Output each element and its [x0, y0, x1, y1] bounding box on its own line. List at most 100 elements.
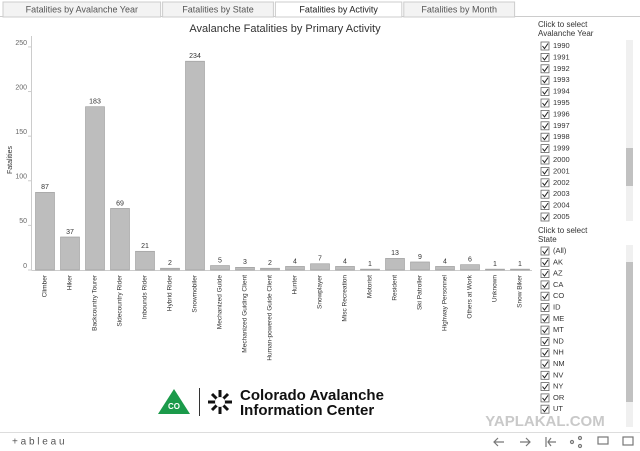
check[interactable] [542, 259, 549, 266]
filter-item[interactable]: 1996 [553, 109, 570, 118]
tab-label[interactable]: Fatalities by Avalanche Year [26, 4, 138, 14]
filter-item[interactable]: NY [553, 382, 563, 391]
checkbox[interactable] [540, 75, 550, 85]
check[interactable] [542, 270, 549, 277]
checkbox[interactable] [540, 166, 550, 176]
checkbox[interactable] [540, 303, 550, 312]
checkbox[interactable] [540, 87, 550, 96]
check[interactable] [542, 395, 549, 402]
checkbox[interactable] [540, 189, 550, 199]
checkbox[interactable] [540, 41, 550, 51]
filter-item[interactable]: 2004 [553, 201, 570, 210]
checkbox[interactable] [540, 110, 550, 119]
check[interactable] [542, 248, 549, 255]
filter-item[interactable]: 1995 [553, 98, 570, 107]
checkbox[interactable] [540, 144, 550, 154]
checkbox[interactable] [540, 314, 550, 324]
filter-item[interactable]: OR [553, 393, 565, 402]
check[interactable] [542, 88, 549, 95]
filter-item[interactable]: 1992 [553, 64, 570, 73]
tab[interactable] [274, 1, 403, 18]
tab-label[interactable]: Fatalities by Month [421, 4, 497, 14]
check[interactable] [542, 123, 549, 130]
filter-item[interactable]: MT [553, 325, 564, 334]
scrollbar-thumb[interactable] [626, 148, 633, 186]
check[interactable] [542, 145, 549, 152]
filter-item[interactable]: 2001 [553, 166, 570, 175]
check[interactable] [542, 316, 549, 323]
checkbox[interactable] [540, 201, 550, 211]
check[interactable] [542, 100, 549, 107]
checkbox[interactable] [540, 64, 550, 74]
filter-item[interactable]: CA [553, 280, 563, 289]
checkbox[interactable] [540, 336, 550, 346]
checkbox[interactable] [540, 269, 550, 279]
tab[interactable] [403, 1, 516, 18]
check[interactable] [542, 361, 549, 368]
check[interactable] [542, 180, 549, 187]
footer-icons[interactable] [493, 435, 634, 449]
checkbox[interactable] [540, 359, 550, 369]
filter-item[interactable]: NH [553, 348, 564, 357]
checkbox[interactable] [540, 121, 550, 131]
filter-item[interactable]: ME [553, 314, 564, 323]
filter-item[interactable]: AK [553, 257, 563, 266]
check[interactable] [542, 304, 549, 311]
check[interactable] [542, 111, 549, 118]
filter-item[interactable]: ND [553, 336, 564, 345]
filter-item[interactable]: CO [553, 291, 564, 300]
filter-item[interactable]: 1990 [553, 41, 570, 50]
filter-item[interactable]: 1994 [553, 87, 570, 96]
checkbox[interactable] [540, 280, 550, 290]
checkbox[interactable] [540, 178, 550, 188]
checkbox[interactable] [540, 53, 550, 62]
check[interactable] [542, 66, 549, 73]
checkbox[interactable] [540, 393, 550, 403]
tab-label[interactable]: Fatalities by State [182, 4, 254, 14]
filter-item[interactable]: 1999 [553, 144, 570, 153]
filter-item[interactable]: UT [553, 404, 563, 413]
check[interactable] [542, 372, 549, 379]
check[interactable] [542, 406, 549, 413]
checkbox[interactable] [540, 325, 550, 335]
tab[interactable] [2, 1, 162, 18]
filter-item[interactable]: (All) [553, 246, 567, 255]
checkbox[interactable] [540, 382, 550, 392]
check[interactable] [542, 168, 549, 175]
check[interactable] [542, 349, 549, 357]
check[interactable] [542, 54, 549, 61]
checkbox[interactable] [540, 246, 550, 256]
filter-item[interactable]: 1993 [553, 75, 570, 84]
checkbox[interactable] [540, 370, 550, 380]
checkbox[interactable] [540, 155, 550, 165]
check[interactable] [542, 77, 549, 84]
checkbox[interactable] [540, 404, 550, 414]
filter-item[interactable]: 2000 [553, 155, 570, 164]
filter-item[interactable]: 1991 [553, 52, 570, 61]
tab[interactable] [162, 1, 274, 18]
check[interactable] [542, 293, 549, 300]
filter-item[interactable]: ID [553, 302, 561, 311]
checkbox[interactable] [540, 257, 550, 267]
filter-item[interactable]: AZ [553, 269, 563, 278]
check[interactable] [542, 202, 549, 209]
check[interactable] [542, 191, 549, 198]
checkbox[interactable] [540, 98, 550, 108]
check[interactable] [542, 157, 549, 164]
tab-label[interactable]: Fatalities by Activity [299, 4, 378, 14]
check[interactable] [542, 383, 549, 390]
check[interactable] [542, 338, 549, 345]
checkbox[interactable] [540, 348, 550, 358]
filter-item[interactable]: 2002 [553, 178, 570, 187]
filter-item[interactable]: NV [553, 370, 563, 379]
check[interactable] [542, 134, 549, 141]
check[interactable] [542, 327, 549, 334]
scrollbar[interactable] [626, 40, 633, 221]
filter-item[interactable]: 2003 [553, 189, 570, 198]
checkbox[interactable] [540, 132, 550, 142]
check[interactable] [542, 282, 549, 289]
checkbox[interactable] [540, 291, 550, 301]
filter-item[interactable]: 1997 [553, 121, 570, 130]
filter-item[interactable]: 1998 [553, 132, 570, 141]
scrollbar-thumb[interactable] [626, 262, 633, 402]
